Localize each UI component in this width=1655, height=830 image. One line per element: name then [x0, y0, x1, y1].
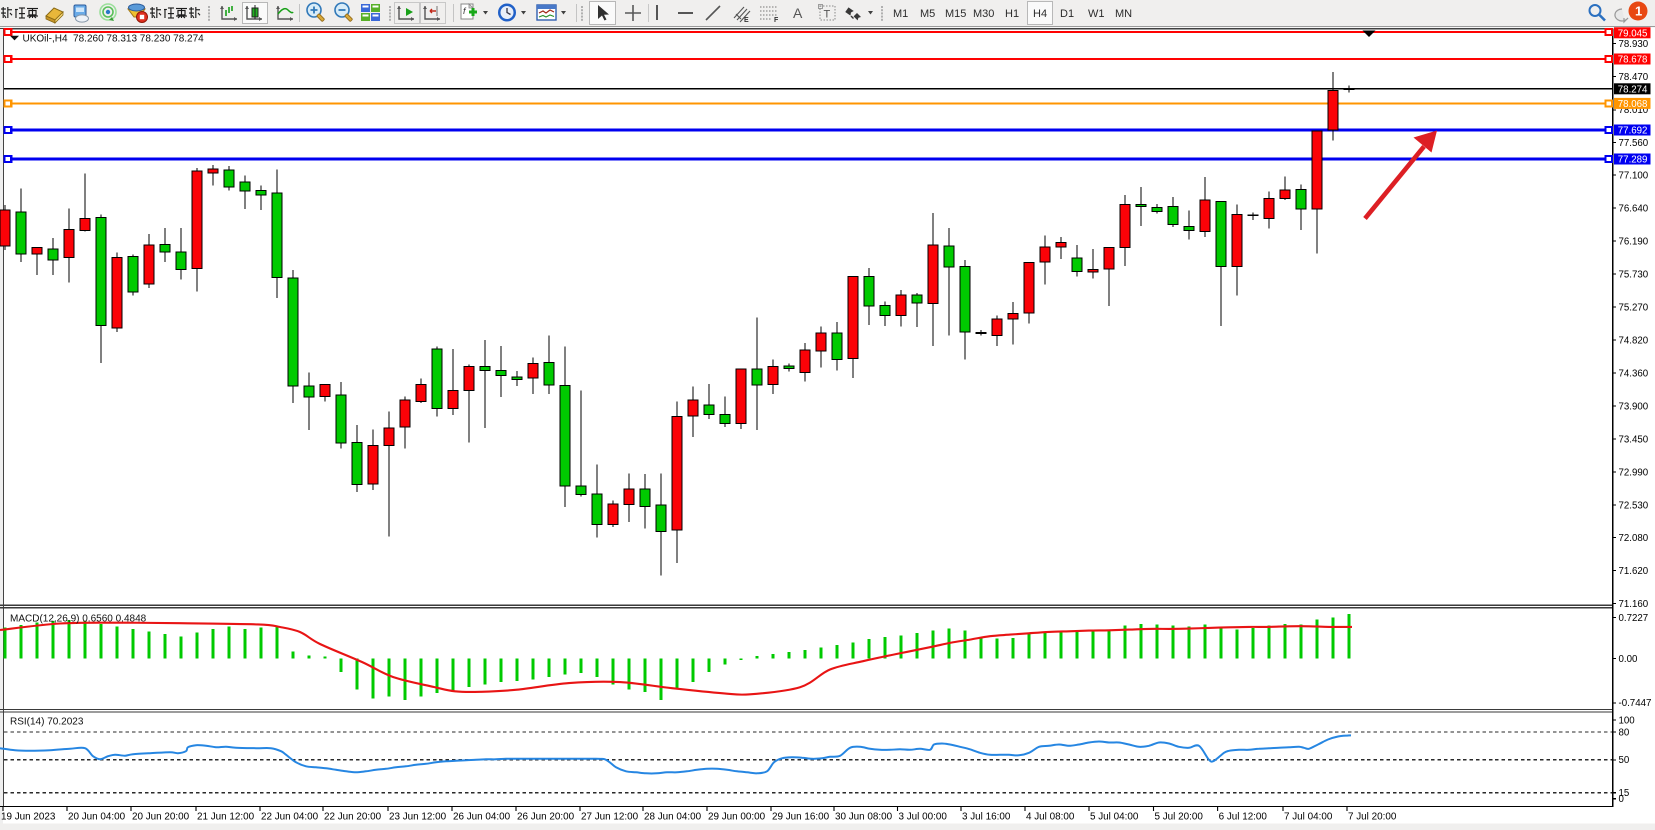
svg-text:29 Jun 16:00: 29 Jun 16:00 — [772, 812, 830, 823]
svg-text:29 Jun 00:00: 29 Jun 00:00 — [708, 812, 766, 823]
svg-text:76.640: 76.640 — [1619, 203, 1649, 214]
svg-text:A: A — [793, 5, 803, 21]
svg-text:M15: M15 — [945, 8, 966, 20]
svg-text:71.620: 71.620 — [1619, 566, 1649, 577]
svg-text:30 Jun 08:00: 30 Jun 08:00 — [835, 812, 893, 823]
svg-text:78.470: 78.470 — [1619, 72, 1649, 83]
svg-text:73.450: 73.450 — [1619, 434, 1649, 445]
svg-text:7 Jul 20:00: 7 Jul 20:00 — [1348, 812, 1397, 823]
svg-text:0.7227: 0.7227 — [1619, 613, 1649, 624]
svg-text:77.560: 77.560 — [1619, 138, 1649, 149]
svg-text:23 Jun 12:00: 23 Jun 12:00 — [389, 812, 447, 823]
svg-text:D1: D1 — [1060, 8, 1074, 20]
svg-text:74.360: 74.360 — [1619, 368, 1649, 379]
svg-text:3 Jul 16:00: 3 Jul 16:00 — [962, 812, 1011, 823]
svg-text:77.692: 77.692 — [1618, 126, 1648, 137]
svg-text:RSI(14) 70.2023: RSI(14) 70.2023 — [10, 717, 84, 728]
svg-text:H4: H4 — [1033, 8, 1047, 20]
svg-text:75.730: 75.730 — [1619, 269, 1649, 280]
svg-text:27 Jun 12:00: 27 Jun 12:00 — [581, 812, 639, 823]
svg-text:T: T — [824, 9, 831, 21]
svg-text:78.274: 78.274 — [1618, 84, 1648, 95]
svg-text:1: 1 — [1635, 4, 1642, 19]
svg-text:26 Jun 04:00: 26 Jun 04:00 — [453, 812, 511, 823]
svg-text:M5: M5 — [920, 8, 935, 20]
svg-text:73.900: 73.900 — [1619, 401, 1649, 412]
svg-text:78.010: 78.010 — [1619, 105, 1649, 116]
svg-text:E: E — [744, 17, 749, 24]
svg-text:3 Jul 00:00: 3 Jul 00:00 — [899, 812, 948, 823]
svg-text:78.930: 78.930 — [1619, 39, 1649, 50]
svg-text:100: 100 — [1619, 715, 1636, 726]
svg-text:79.045: 79.045 — [1618, 28, 1648, 39]
svg-text:MN: MN — [1115, 8, 1132, 20]
svg-text:26 Jun 20:00: 26 Jun 20:00 — [517, 812, 575, 823]
svg-text:6 Jul 12:00: 6 Jul 12:00 — [1219, 812, 1268, 823]
svg-text:74.820: 74.820 — [1619, 335, 1649, 346]
svg-text:20 Jun 04:00: 20 Jun 04:00 — [68, 812, 126, 823]
svg-text:4 Jul 08:00: 4 Jul 08:00 — [1026, 812, 1075, 823]
svg-text:UKOil-,H4 78.260 78.313 78.23: UKOil-,H4 78.260 78.313 78.230 78.274 — [23, 34, 205, 45]
svg-text:76.190: 76.190 — [1619, 236, 1649, 247]
svg-text:71.160: 71.160 — [1619, 599, 1649, 610]
svg-text:72.080: 72.080 — [1619, 533, 1649, 544]
svg-text:21 Jun 12:00: 21 Jun 12:00 — [197, 812, 255, 823]
svg-text:M1: M1 — [893, 8, 908, 20]
svg-text:7 Jul 04:00: 7 Jul 04:00 — [1284, 812, 1333, 823]
svg-text:19 Jun 2023: 19 Jun 2023 — [1, 812, 56, 823]
svg-text:20 Jun 20:00: 20 Jun 20:00 — [132, 812, 190, 823]
svg-text:72.990: 72.990 — [1619, 467, 1649, 478]
svg-text:77.100: 77.100 — [1619, 170, 1649, 181]
svg-text:MACD(12,26,9) 0.6560 0.4848: MACD(12,26,9) 0.6560 0.4848 — [10, 614, 147, 625]
svg-text:72.530: 72.530 — [1619, 500, 1649, 511]
svg-text:5 Jul 04:00: 5 Jul 04:00 — [1090, 812, 1139, 823]
svg-text:-0.7447: -0.7447 — [1619, 698, 1652, 709]
svg-text:0.00: 0.00 — [1619, 654, 1638, 665]
svg-text:75.270: 75.270 — [1619, 302, 1649, 313]
svg-text:15: 15 — [1619, 788, 1630, 799]
svg-text:5 Jul 20:00: 5 Jul 20:00 — [1155, 812, 1204, 823]
svg-text:22 Jun 20:00: 22 Jun 20:00 — [324, 812, 382, 823]
svg-text:28 Jun 04:00: 28 Jun 04:00 — [644, 812, 702, 823]
svg-text:0: 0 — [1619, 794, 1625, 805]
svg-text:80: 80 — [1619, 728, 1630, 739]
svg-text:78.068: 78.068 — [1618, 99, 1648, 110]
svg-text:77.289: 77.289 — [1618, 155, 1648, 166]
svg-text:50: 50 — [1619, 755, 1630, 766]
svg-text:22 Jun 04:00: 22 Jun 04:00 — [261, 812, 319, 823]
svg-text:M30: M30 — [973, 8, 994, 20]
svg-text:78.678: 78.678 — [1618, 55, 1648, 66]
svg-text:f: f — [463, 6, 467, 16]
svg-text:W1: W1 — [1088, 8, 1105, 20]
svg-text:H1: H1 — [1005, 8, 1019, 20]
svg-text:F: F — [774, 17, 779, 24]
